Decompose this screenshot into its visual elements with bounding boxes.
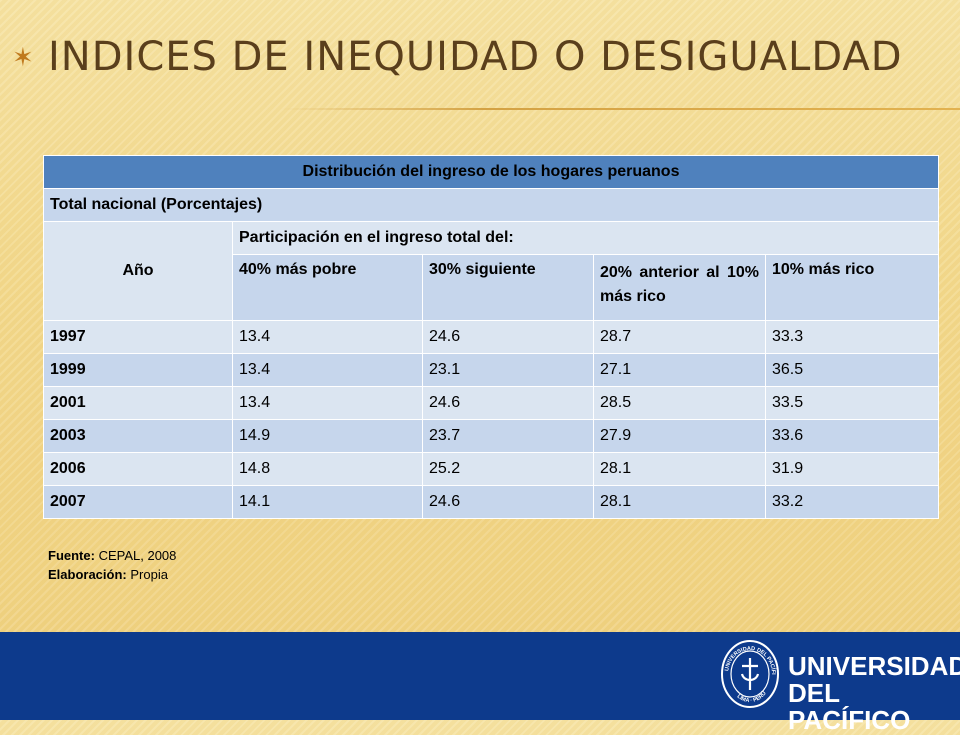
slide-title: Indices de inequidad o desigualdad [48, 34, 903, 80]
value-cell: 33.2 [765, 485, 939, 519]
source-value: CEPAL, 2008 [98, 548, 177, 563]
income-distribution-table: Distribución del ingreso de los hogares … [43, 155, 939, 519]
table-row: 2006 14.8 25.2 28.1 31.9 [43, 452, 939, 486]
value-cell: 14.1 [232, 485, 423, 519]
author-label: Elaboración: [48, 567, 127, 582]
value-cell: 28.1 [593, 485, 766, 519]
group-header: Participación en el ingreso total del: [232, 221, 939, 255]
year-cell: 2006 [43, 452, 233, 486]
value-cell: 24.6 [422, 386, 594, 420]
year-cell: 2003 [43, 419, 233, 453]
value-cell: 27.1 [593, 353, 766, 387]
university-name-line2: DEL PACÍFICO [788, 678, 911, 735]
column-header: 30% siguiente [422, 254, 594, 321]
footnote: Fuente: CEPAL, 2008 Elaboración: Propia [48, 546, 176, 584]
value-cell: 27.9 [593, 419, 766, 453]
table-row: 2003 14.9 23.7 27.9 33.6 [43, 419, 939, 453]
source-label: Fuente: [48, 548, 95, 563]
value-cell: 14.9 [232, 419, 423, 453]
value-cell: 36.5 [765, 353, 939, 387]
value-cell: 31.9 [765, 452, 939, 486]
author-note: Elaboración: Propia [48, 565, 176, 584]
table-subtitle: Total nacional (Porcentajes) [43, 188, 939, 222]
value-cell: 28.7 [593, 320, 766, 354]
value-cell: 13.4 [232, 386, 423, 420]
value-cell: 13.4 [232, 353, 423, 387]
footer-bar [0, 632, 960, 720]
column-header: 40% más pobre [232, 254, 423, 321]
value-cell: 24.6 [422, 320, 594, 354]
value-cell: 23.1 [422, 353, 594, 387]
value-cell: 23.7 [422, 419, 594, 453]
university-name-line1: UNIVERSIDAD [788, 651, 960, 681]
author-value: Propia [130, 567, 168, 582]
year-column-header: Año [43, 221, 233, 321]
star-bullet-icon: ✶ [12, 42, 34, 72]
value-cell: 24.6 [422, 485, 594, 519]
year-cell: 1999 [43, 353, 233, 387]
column-header: 10% más rico [765, 254, 939, 321]
value-cell: 14.8 [232, 452, 423, 486]
value-cell: 33.3 [765, 320, 939, 354]
column-header: 20% anterior al 10% más rico [593, 254, 766, 321]
table-caption: Distribución del ingreso de los hogares … [43, 155, 939, 189]
year-cell: 1997 [43, 320, 233, 354]
value-cell: 25.2 [422, 452, 594, 486]
table-row: 1997 13.4 24.6 28.7 33.3 [43, 320, 939, 354]
university-name: UNIVERSIDAD DEL PACÍFICO [788, 653, 960, 734]
table-row: 2007 14.1 24.6 28.1 33.2 [43, 485, 939, 519]
table-row: 1999 13.4 23.1 27.1 36.5 [43, 353, 939, 387]
year-cell: 2001 [43, 386, 233, 420]
value-cell: 33.6 [765, 419, 939, 453]
value-cell: 33.5 [765, 386, 939, 420]
value-cell: 28.5 [593, 386, 766, 420]
source-note: Fuente: CEPAL, 2008 [48, 546, 176, 565]
table-row: 2001 13.4 24.6 28.5 33.5 [43, 386, 939, 420]
year-cell: 2007 [43, 485, 233, 519]
value-cell: 28.1 [593, 452, 766, 486]
value-cell: 13.4 [232, 320, 423, 354]
title-underline [280, 108, 960, 110]
university-seal-icon: UNIVERSIDAD DEL PACÍFICO LIMA · PERÚ [720, 638, 779, 708]
